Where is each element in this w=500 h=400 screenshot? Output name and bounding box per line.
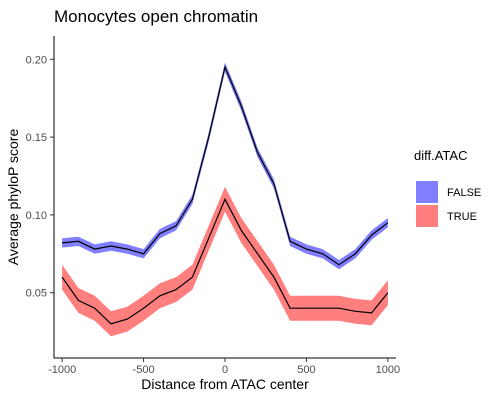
legend: diff.ATAC FALSE TRUE (414, 148, 481, 227)
legend-key-true (416, 205, 438, 227)
y-tick-label: 0.20 (26, 54, 47, 66)
x-tick-label: 500 (297, 364, 315, 376)
line-layer (61, 65, 389, 325)
x-tick-label: 0 (222, 364, 228, 376)
legend-label-true: TRUE (447, 211, 477, 223)
legend-title: diff.ATAC (414, 148, 467, 163)
x-tick-label: -1000 (48, 364, 76, 376)
x-axis-ticks: -1000 -500 0 500 1000 (48, 358, 400, 376)
chart-title: Monocytes open chromatin (54, 7, 258, 26)
series-line-false (62, 65, 389, 266)
y-axis-title: Average phyloP score (5, 129, 21, 266)
y-tick-label: 0.05 (26, 288, 47, 300)
legend-label-false: FALSE (447, 187, 481, 199)
x-tick-label: 1000 (376, 364, 400, 376)
x-axis-title: Distance from ATAC center (141, 376, 309, 392)
series-line-true (61, 197, 389, 325)
legend-key-false (416, 181, 438, 203)
y-axis-ticks: 0.05 0.10 0.15 0.20 (26, 54, 54, 300)
y-tick-label: 0.10 (26, 210, 47, 222)
x-tick-label: -500 (133, 364, 155, 376)
ribbon-false (62, 62, 388, 270)
y-tick-label: 0.15 (26, 132, 47, 144)
ribbon-true (62, 186, 388, 337)
